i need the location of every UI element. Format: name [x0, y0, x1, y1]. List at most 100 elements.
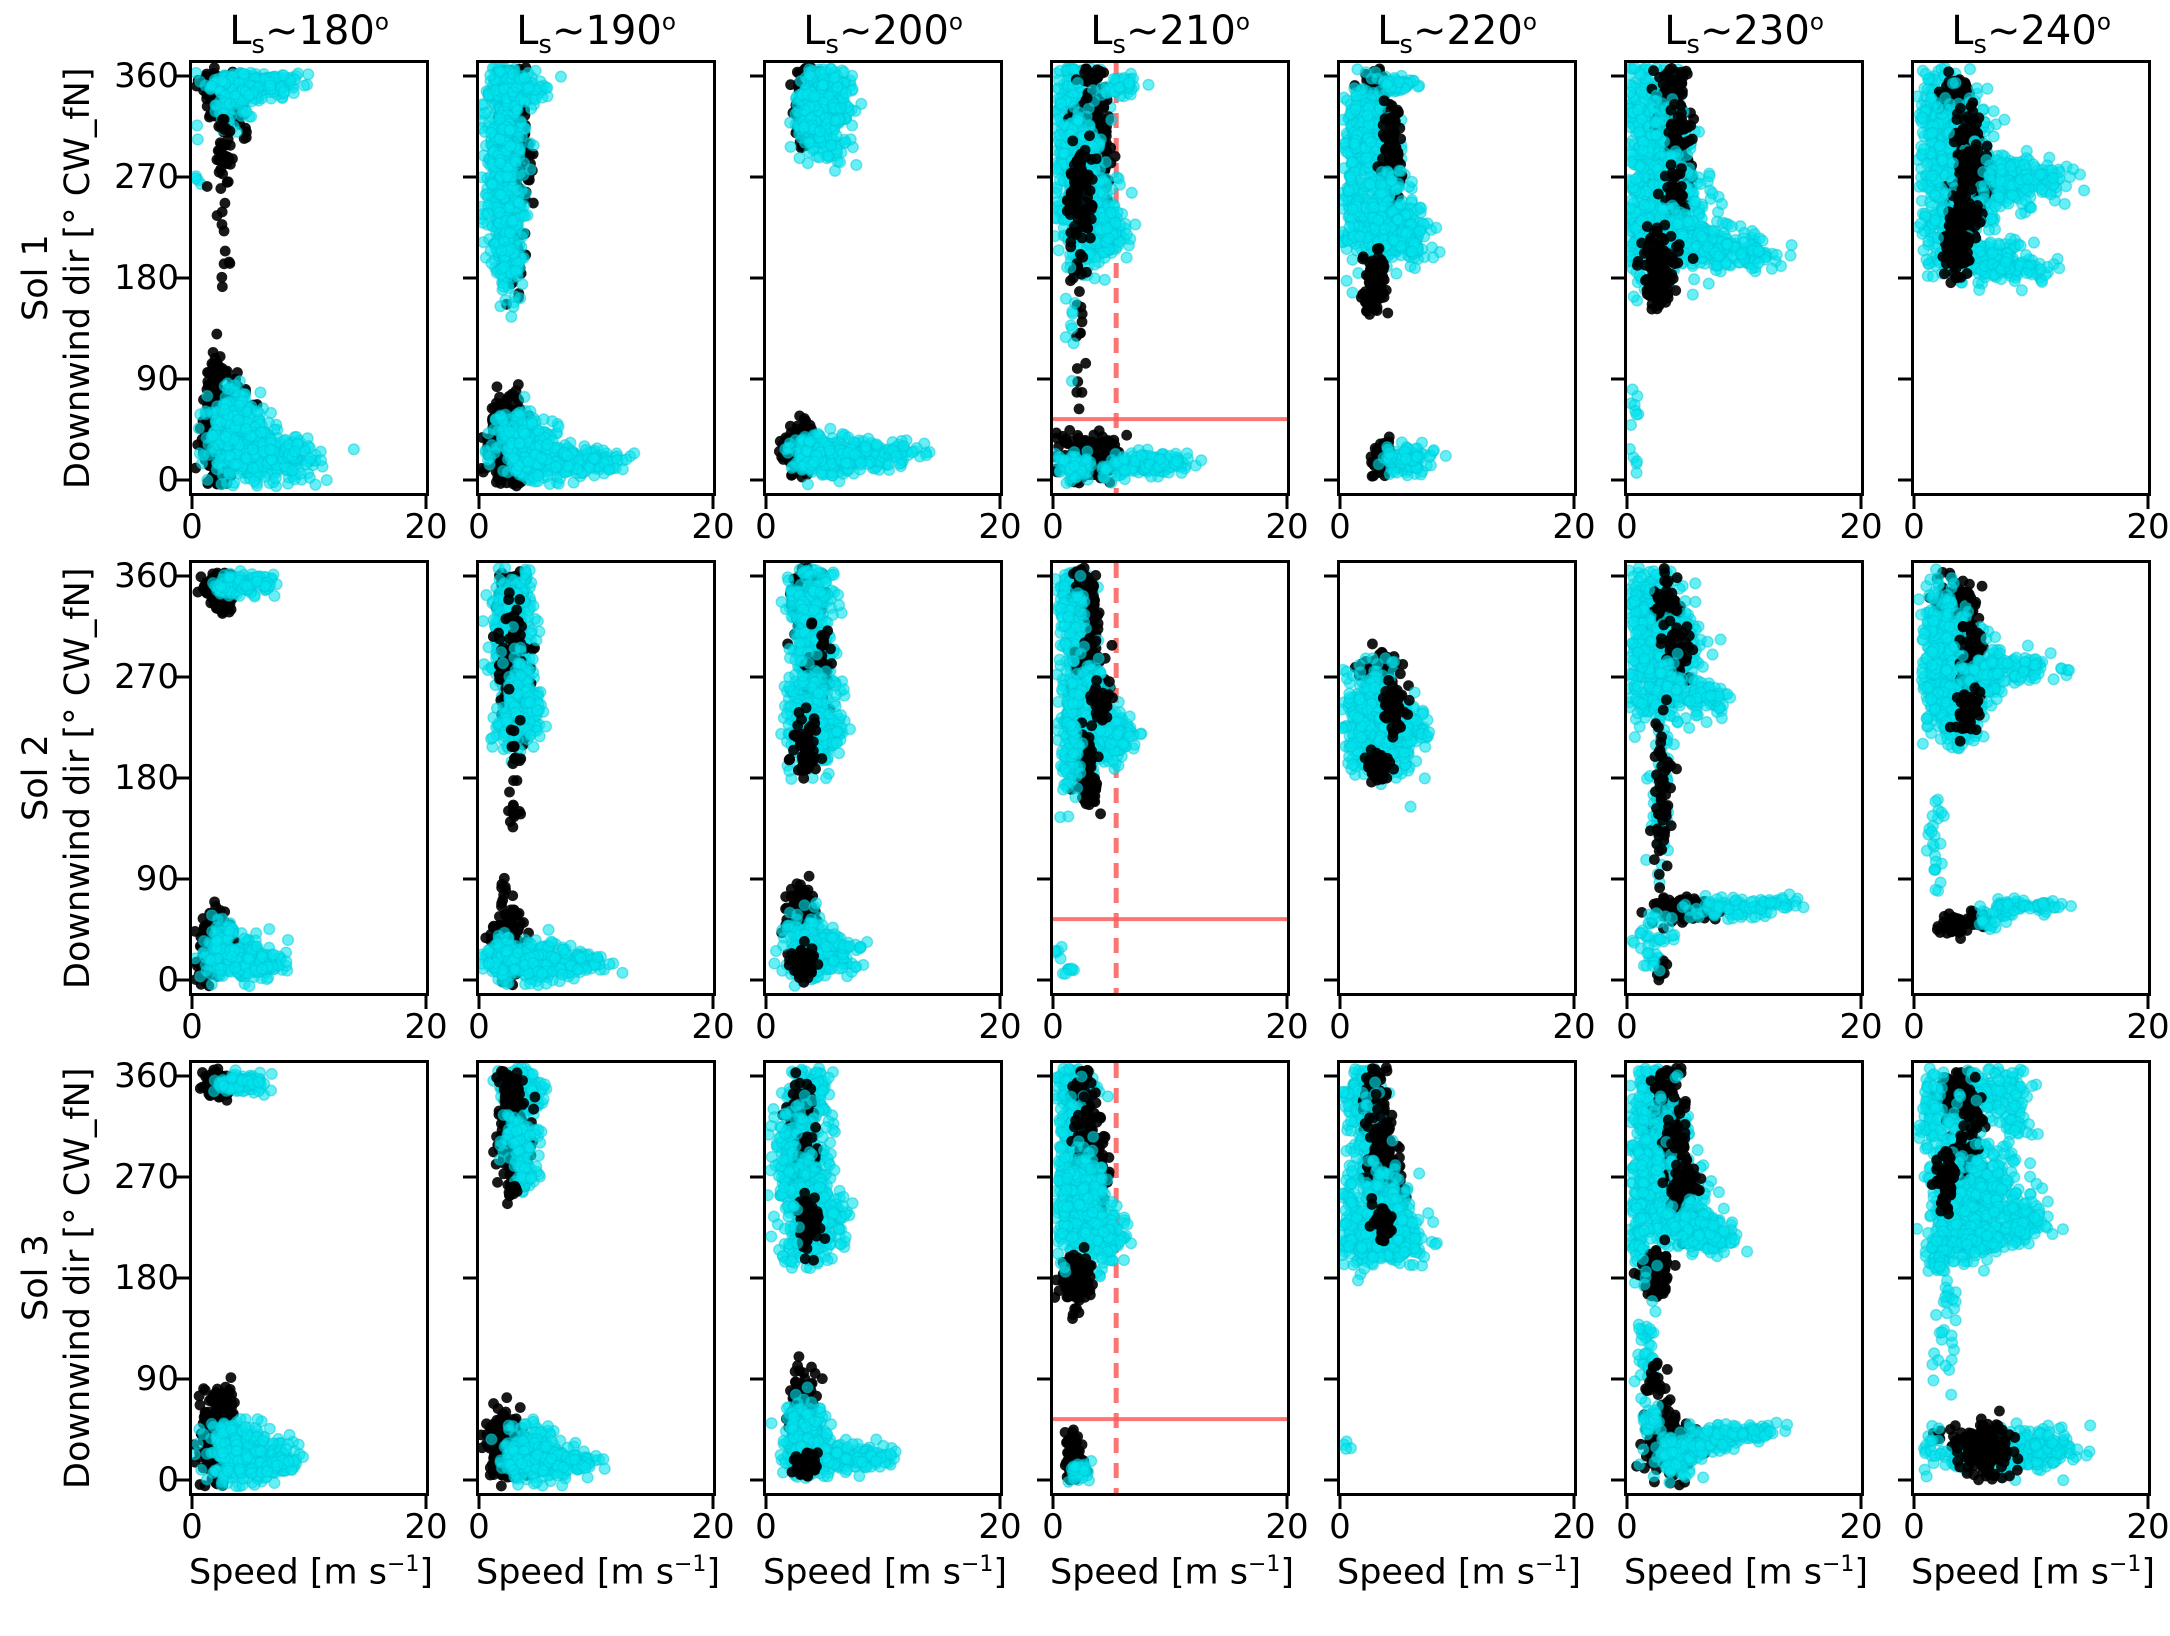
x-tick-label: 0 [1616, 507, 1638, 547]
y-tick-label: 270 [114, 157, 179, 198]
x-tick-label: 20 [1839, 507, 1883, 547]
x-tick-label: 0 [468, 1507, 490, 1547]
title-text: L [229, 8, 252, 54]
scatter-panel: 0 20 [1898, 560, 2170, 1047]
y-tick-label: 0 [157, 459, 179, 500]
title-sup: o [661, 9, 676, 36]
x-tick-label: 20 [691, 507, 735, 547]
y-tick-mark [1898, 675, 1911, 679]
y-tick-mark [176, 1478, 189, 1482]
figure: Ls~180o Ls~190o Ls~200o Ls~210o Ls~220o … [14, 8, 2170, 1593]
scatter-canvas [1340, 63, 1574, 493]
scatter-canvas [766, 1063, 1000, 1493]
column-titles-row: Ls~180o Ls~190o Ls~200o Ls~210o Ls~220o … [14, 8, 2170, 60]
y-tick-mark [176, 1175, 189, 1179]
y-tick-mark [1037, 1276, 1050, 1280]
x-tick-label: 20 [1552, 1507, 1596, 1547]
y-tick-mark [1898, 276, 1911, 280]
x-tick-mark [1285, 1496, 1289, 1509]
xlabel-text: Speed [m s [763, 1552, 961, 1593]
y-tick-mark [750, 276, 763, 280]
title-text: L [803, 8, 826, 54]
y-tick-mark [463, 675, 476, 679]
y-tick-mark [176, 978, 189, 982]
xlabel-text: ] [1280, 1552, 1295, 1593]
scatter-panel: 0 20 [1037, 60, 1309, 547]
x-tick-mark [711, 996, 715, 1009]
row-label: Sol 3 [16, 1234, 56, 1322]
y-tick-mark [1037, 478, 1050, 482]
y-tick-mark [1324, 574, 1337, 578]
y-tick-mark [1324, 175, 1337, 179]
x-tick-label: 20 [1265, 1007, 1309, 1047]
scatter-canvas [192, 63, 426, 493]
x-tick-label: 20 [1265, 1507, 1309, 1547]
y-tick-label: 180 [114, 758, 179, 798]
x-tick-mark [1859, 996, 1863, 1009]
xlabel-sup: −1 [673, 1552, 707, 1577]
x-tick-mark [477, 1496, 481, 1509]
y-tick-mark [1898, 1175, 1911, 1179]
title-text: ~180 [264, 8, 375, 54]
y-tick-mark [1037, 776, 1050, 780]
title-text: L [1377, 8, 1400, 54]
x-axis-label: Speed [m s−1] [1050, 1552, 1294, 1593]
scatter-canvas [1914, 63, 2148, 493]
x-tick-mark [1051, 996, 1055, 1009]
x-tick-label: 0 [1329, 1507, 1351, 1547]
x-tick-label: 0 [1616, 1007, 1638, 1047]
y-tick-mark [1898, 776, 1911, 780]
y-tick-mark [463, 478, 476, 482]
y-axis-label: Downwind dir [° CW_fN] [58, 1067, 98, 1489]
x-axis-label: Speed [m s−1] [189, 1552, 433, 1593]
col-title-240: Ls~240o [1911, 8, 2151, 60]
col-title-190: Ls~190o [476, 8, 716, 60]
x-tick-mark [1572, 996, 1576, 1009]
title-sup: o [1235, 9, 1250, 36]
y-tick-mark [1611, 1276, 1624, 1280]
scatter-panel: 0 20 [1037, 560, 1309, 1047]
y-tick-label: 0 [157, 1459, 179, 1500]
x-tick-mark [477, 996, 481, 1009]
x-tick-mark [1051, 496, 1055, 509]
x-tick-label: 20 [1552, 1007, 1596, 1047]
y-tick-mark [1324, 1377, 1337, 1381]
x-tick-mark [1285, 996, 1289, 1009]
x-tick-mark [1859, 496, 1863, 509]
y-axis-label: Downwind dir [° CW_fN] [58, 567, 98, 989]
y-tick-mark [1898, 574, 1911, 578]
y-tick-label: 360 [114, 556, 179, 597]
plot-row-sol3: Sol 3 Downwind dir [° CW_fN] 360 270 180 90… [14, 1056, 2170, 1547]
scatter-canvas [766, 63, 1000, 493]
x-tick-mark [998, 996, 1002, 1009]
scatter-panel: 0 20 [176, 1060, 448, 1547]
x-tick-label: 20 [404, 507, 448, 547]
x-tick-label: 0 [755, 1507, 777, 1547]
y-tick-mark [1611, 776, 1624, 780]
scatter-panel: 0 20 [1037, 1060, 1309, 1547]
y-tick-mark [1611, 978, 1624, 982]
y-tick-mark [1324, 1478, 1337, 1482]
y-tick-mark [176, 377, 189, 381]
y-tick-mark [1324, 877, 1337, 881]
scatter-canvas [479, 63, 713, 493]
row-label: Sol 2 [16, 734, 56, 822]
x-axis-label: Speed [m s−1] [1624, 1552, 1868, 1593]
y-tick-mark [1037, 978, 1050, 982]
xlabel-text: Speed [m s [1624, 1552, 1822, 1593]
x-tick-mark [190, 1496, 194, 1509]
scatter-canvas [192, 563, 426, 993]
title-text: ~220 [1412, 8, 1523, 54]
y-tick-mark [1611, 276, 1624, 280]
x-tick-mark [1625, 1496, 1629, 1509]
y-tick-mark [1611, 1074, 1624, 1078]
x-tick-label: 20 [691, 1007, 735, 1047]
y-tick-mark [1324, 776, 1337, 780]
y-tick-mark [750, 1478, 763, 1482]
row-axis-labels: Sol 2 Downwind dir [° CW_fN] [16, 560, 98, 996]
x-tick-mark [2146, 1496, 2150, 1509]
xlabel-text: ] [419, 1552, 434, 1593]
y-tick-mark [176, 74, 189, 78]
y-tick-mark [176, 478, 189, 482]
scatter-canvas [1914, 1063, 2148, 1493]
